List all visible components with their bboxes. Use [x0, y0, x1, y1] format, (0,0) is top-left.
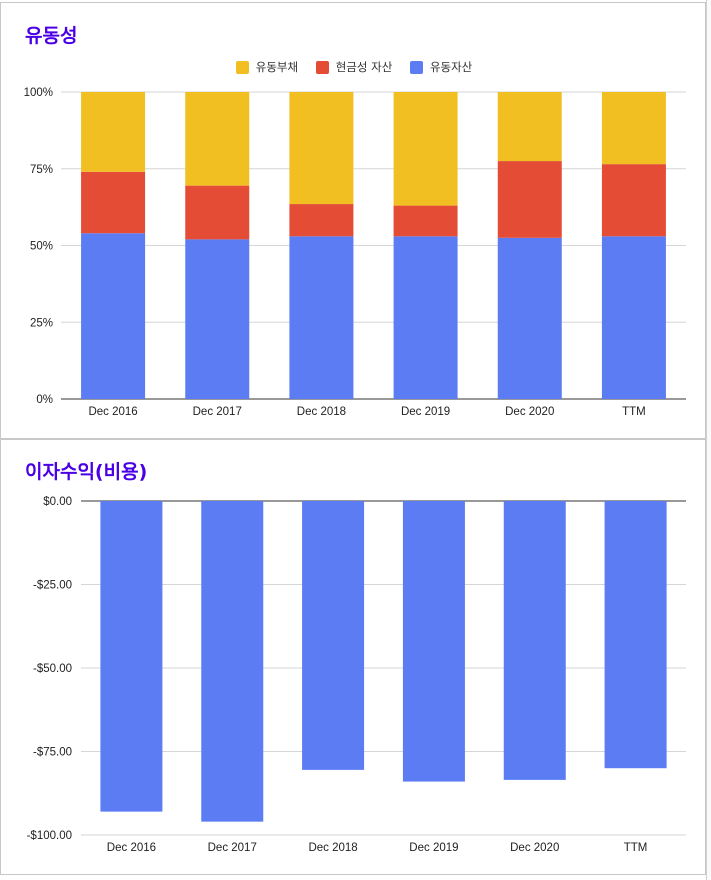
x-tick-label: Dec 2017	[193, 406, 242, 418]
y-tick-label: -$75.00	[33, 747, 72, 759]
bar-segment	[601, 92, 666, 165]
chart-legend: 유동부채 현금성 자산 유동자산	[1, 59, 707, 77]
bar-segment	[497, 92, 562, 162]
window-edge	[706, 0, 711, 880]
bar	[100, 501, 163, 812]
x-tick-label: Dec 2016	[88, 406, 137, 418]
bar-segment	[393, 205, 458, 237]
bar	[503, 501, 566, 780]
y-tick-label: 100%	[24, 87, 53, 99]
bar-segment	[601, 164, 666, 237]
bar	[302, 501, 365, 770]
x-tick-label: Dec 2018	[308, 842, 357, 854]
y-tick-label: -$50.00	[33, 663, 72, 675]
x-tick-label: Dec 2018	[297, 406, 346, 418]
bar-segment	[185, 239, 250, 399]
x-tick-label: Dec 2020	[510, 842, 559, 854]
legend-label: 현금성 자산	[335, 60, 393, 74]
bar-segment	[185, 92, 250, 186]
bar-segment	[601, 236, 666, 399]
bar-segment	[289, 236, 354, 399]
y-tick-label: 25%	[30, 317, 53, 329]
bar-segment	[497, 237, 562, 399]
bar	[201, 501, 264, 822]
legend-label: 유동부채	[255, 60, 299, 74]
legend-item-current-assets[interactable]: 유동자산	[409, 59, 473, 75]
legend-item-cash-assets[interactable]: 현금성 자산	[315, 59, 393, 75]
x-tick-label: Dec 2017	[208, 842, 257, 854]
legend-label: 유동자산	[429, 60, 473, 74]
bar-segment	[81, 171, 146, 234]
bar-segment	[81, 92, 146, 172]
legend-swatch	[235, 60, 249, 74]
legend-swatch	[409, 60, 423, 74]
y-tick-label: -$100.00	[27, 830, 72, 842]
bar-segment	[81, 233, 146, 399]
y-tick-label: $0.00	[43, 496, 72, 508]
y-tick-label: 75%	[30, 164, 53, 176]
interest-chart-panel: 이자수익(비용) $0.00 -$25.00 -$50.00 -$75.00 -$100…	[0, 439, 706, 875]
y-tick-label: 0%	[36, 394, 53, 406]
chart-title: 이자수익(비용)	[25, 461, 148, 483]
legend-swatch	[315, 60, 329, 74]
liquidity-chart-svg: 100% 75% 50% 25% 0% Dec 2016 Dec 2017 Dec 2018 D…	[24, 87, 686, 418]
interest-chart-svg: $0.00 -$25.00 -$50.00 -$75.00 -$100.00 Dec 20…	[27, 496, 686, 854]
x-tick-label: TTM	[622, 406, 646, 418]
legend-item-current-liabilities[interactable]: 유동부채	[235, 59, 299, 75]
bar-segment	[289, 204, 354, 237]
bar-segment	[393, 92, 458, 206]
bar-segment	[393, 236, 458, 399]
x-tick-label: Dec 2019	[409, 842, 458, 854]
bar-segment	[497, 161, 562, 238]
bar-segment	[289, 92, 354, 205]
chart-title: 유동성	[25, 25, 78, 47]
bar	[402, 501, 465, 782]
bar	[604, 501, 667, 769]
y-tick-label: -$25.00	[33, 580, 72, 592]
y-tick-label: 50%	[30, 241, 53, 253]
liquidity-chart-panel: 유동성 유동부채 현금성 자산 유동자산 100% 75% 50% 25% 0% Dec …	[0, 2, 706, 439]
bar-segment	[185, 185, 250, 240]
x-tick-label: Dec 2019	[401, 406, 450, 418]
x-tick-label: Dec 2016	[107, 842, 156, 854]
x-tick-label: TTM	[624, 842, 648, 854]
x-tick-label: Dec 2020	[505, 406, 554, 418]
